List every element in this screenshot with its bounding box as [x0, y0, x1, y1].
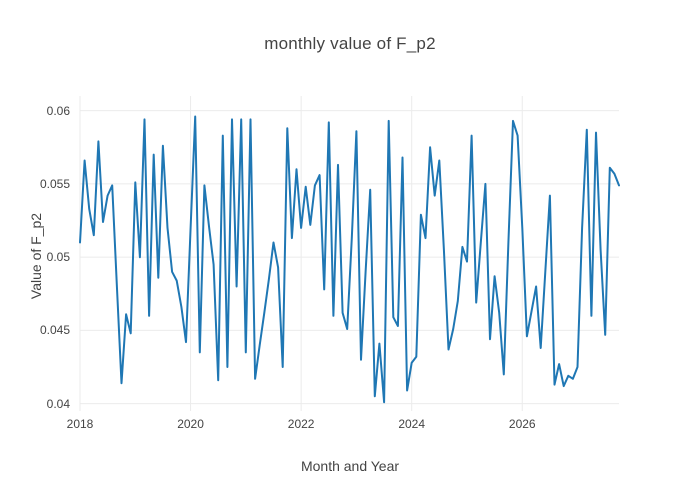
x-tick-label-2024: 2024 [398, 417, 426, 431]
y-axis-title: Value of F_p2 [28, 212, 44, 300]
x-tick-label-2022: 2022 [287, 417, 315, 431]
y-tick-label-0.04: 0.04 [46, 396, 70, 411]
x-tick-label-2026: 2026 [508, 417, 536, 431]
y-tick-label-0.05: 0.05 [46, 250, 70, 265]
x-axis-title: Month and Year [300, 458, 400, 474]
y-tick-label-0.045: 0.045 [39, 323, 70, 338]
y-tick-label-0.055: 0.055 [39, 176, 70, 191]
x-tick-label-2020: 2020 [177, 417, 204, 431]
x-tick-label-2018: 2018 [66, 417, 94, 431]
line-series-f_p2[interactable] [79, 115, 620, 404]
chart-title: monthly value of F_p2 [264, 34, 436, 53]
y-tick-label-0.06: 0.06 [46, 103, 70, 118]
